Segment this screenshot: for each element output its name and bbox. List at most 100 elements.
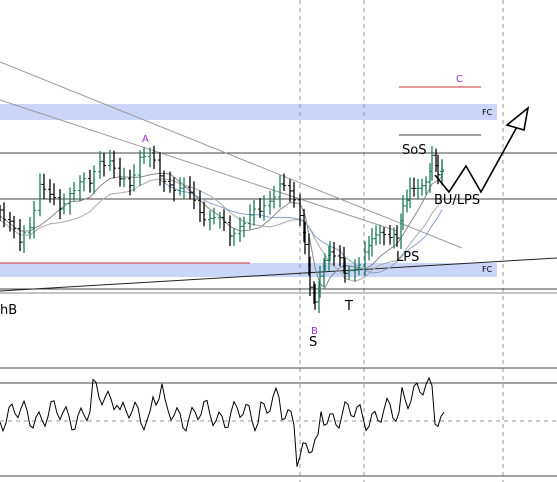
price-bar	[308, 256, 312, 297]
price-bar	[298, 193, 302, 226]
price-bar	[332, 241, 336, 266]
price-bar	[232, 228, 236, 247]
price-bar	[374, 225, 378, 246]
price-bar	[382, 227, 386, 246]
price-bar	[208, 210, 212, 231]
price-bar	[62, 193, 66, 215]
price-bars	[0, 145, 444, 313]
price-bar	[343, 257, 347, 283]
price-bar	[18, 219, 22, 251]
price-bar	[282, 173, 286, 191]
price-bar	[122, 167, 126, 188]
price-bar	[420, 178, 424, 196]
price-bar	[238, 217, 242, 243]
price-bar	[357, 257, 361, 276]
price-bar	[416, 178, 420, 200]
price-bar	[288, 179, 292, 202]
price-bar	[367, 235, 371, 261]
descending-trendline-1	[0, 61, 463, 249]
price-bar	[48, 179, 52, 203]
price-bar	[401, 194, 405, 231]
label-t: T	[344, 299, 353, 314]
price-bar	[0, 205, 2, 221]
price-bar	[347, 265, 351, 280]
price-bar	[388, 225, 392, 245]
price-bar	[22, 225, 26, 253]
price-bar	[68, 187, 72, 215]
price-bar	[28, 216, 32, 240]
oscillator-line	[0, 376, 445, 467]
price-bar	[262, 195, 266, 221]
price-bar	[72, 182, 76, 201]
price-bar	[272, 185, 276, 209]
price-bar	[202, 201, 206, 227]
price-bar	[38, 173, 42, 217]
label-hb: hB	[0, 303, 17, 318]
label-bu-lps: BU/LPS	[434, 193, 480, 208]
price-bar	[88, 169, 92, 193]
price-bar	[118, 157, 122, 187]
price-bar	[408, 177, 412, 209]
price-bar	[152, 145, 156, 169]
price-bar	[142, 147, 146, 164]
label-lps: LPS	[396, 250, 419, 265]
price-bar	[8, 212, 12, 232]
upper-fc-zone	[0, 104, 497, 120]
price-bar	[248, 204, 252, 230]
price-bar	[58, 189, 62, 220]
price-bar	[303, 221, 307, 255]
label-sos: SoS	[402, 143, 426, 158]
price-bar	[148, 147, 152, 168]
price-bar	[32, 200, 36, 239]
descending-trendline-2	[0, 99, 398, 232]
price-bar	[424, 176, 428, 195]
price-bar	[132, 164, 136, 192]
price-bar	[268, 190, 272, 215]
price-bar	[338, 245, 342, 267]
price-bar	[222, 209, 226, 231]
price-bar	[198, 190, 202, 222]
price-bar	[228, 215, 232, 247]
price-bar	[12, 215, 16, 239]
price-bar	[162, 170, 166, 192]
price-bar	[292, 182, 296, 208]
price-bar	[323, 253, 327, 272]
price-bar	[128, 169, 132, 196]
price-bar	[353, 259, 357, 282]
projected-arrowhead	[505, 106, 530, 132]
label-fc-lower: FC	[482, 265, 493, 274]
ascending-trendline	[0, 257, 557, 292]
price-bar	[252, 200, 256, 226]
label-a: A	[142, 134, 149, 145]
label-s: S	[309, 335, 317, 350]
price-bar	[395, 225, 399, 247]
price-bar	[102, 152, 106, 177]
moving-average-3	[159, 179, 443, 274]
price-bar	[108, 150, 112, 171]
price-bar	[2, 202, 6, 228]
label-fc-upper: FC	[482, 108, 493, 117]
price-bar	[258, 198, 262, 218]
price-bar	[218, 211, 222, 229]
price-bar	[168, 171, 172, 193]
label-c: C	[456, 74, 463, 85]
price-bar	[138, 150, 142, 186]
price-bar	[412, 177, 416, 197]
price-bar	[192, 181, 196, 210]
price-bar	[328, 240, 332, 262]
price-bar	[440, 159, 444, 183]
price-bar	[378, 224, 382, 245]
price-bar	[178, 177, 182, 196]
price-bar	[182, 177, 186, 199]
price-bar	[158, 152, 162, 186]
moving-average-1	[0, 172, 443, 289]
price-bar	[318, 265, 322, 299]
price-bar	[370, 227, 374, 257]
price-bar	[78, 175, 82, 202]
price-bar	[430, 146, 434, 181]
moving-average-2	[0, 178, 443, 283]
lower-fc-zone	[0, 263, 497, 277]
price-bar	[313, 283, 317, 310]
price-bar	[52, 183, 56, 206]
